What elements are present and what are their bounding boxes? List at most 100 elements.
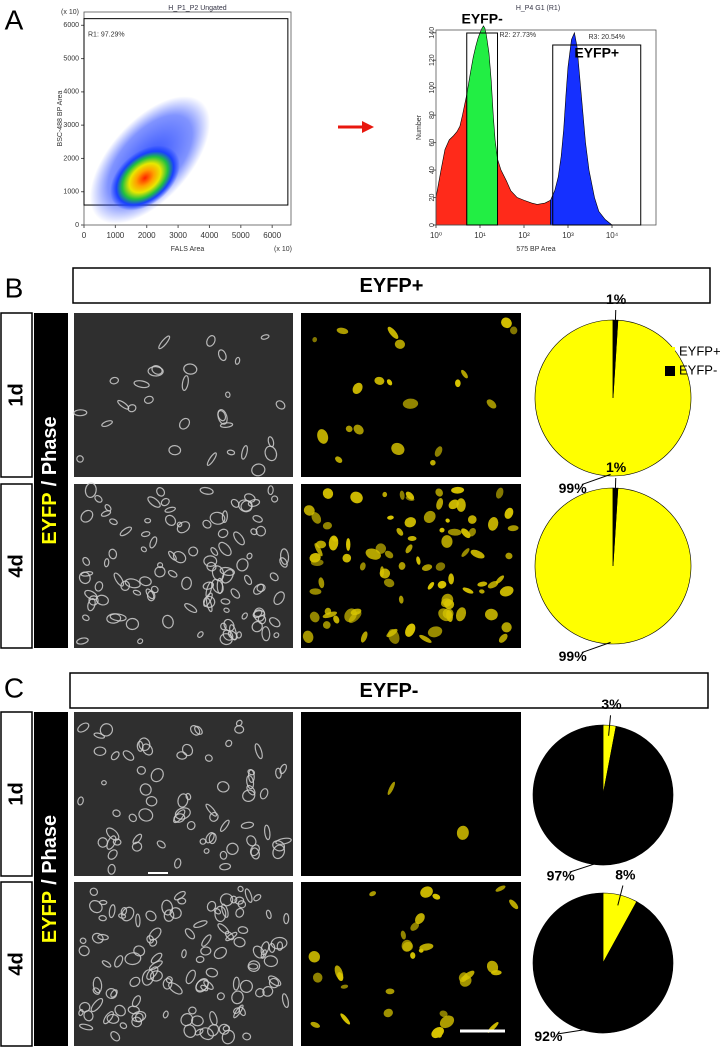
cell [219, 633, 233, 646]
cell [340, 984, 349, 989]
cell [98, 915, 107, 922]
cell [510, 326, 518, 335]
cell [263, 955, 279, 968]
cell [312, 972, 323, 983]
cell [383, 1008, 393, 1018]
stain-eyfp: EYFP [39, 492, 61, 544]
cell [188, 1006, 197, 1015]
cell [88, 595, 99, 606]
cell [206, 561, 217, 572]
cell [448, 573, 454, 585]
cell [234, 725, 245, 734]
cell [140, 546, 147, 553]
cell [203, 555, 218, 567]
cell [445, 518, 450, 523]
cell [131, 1010, 147, 1023]
section-header: EYFP+ [360, 275, 424, 297]
cell [150, 585, 159, 594]
cell [394, 339, 406, 349]
cell [78, 945, 90, 957]
cell [109, 518, 118, 526]
cell [185, 792, 192, 801]
cell [437, 580, 447, 589]
cell [164, 506, 176, 513]
cell [312, 337, 318, 343]
cell [242, 789, 256, 802]
cell [161, 899, 174, 916]
cell [250, 528, 258, 536]
cell [125, 617, 140, 631]
pie-slice [532, 724, 674, 866]
fluorescence-image [301, 313, 521, 477]
cell [202, 519, 212, 529]
x-axis-label: 575 BP Area [516, 246, 555, 253]
cell [268, 975, 282, 987]
cell [217, 408, 228, 425]
cell [504, 507, 514, 519]
label-leader [581, 473, 611, 486]
cell [108, 548, 118, 560]
cell [141, 743, 154, 756]
cell [114, 1004, 126, 1017]
cell [136, 766, 147, 775]
cell [206, 452, 217, 467]
cell [168, 445, 182, 456]
cell [499, 586, 514, 597]
cell [112, 809, 121, 818]
cell [427, 626, 443, 638]
cell [105, 988, 118, 1000]
cell [103, 558, 110, 568]
chart-title: H_P4 G1 (R1) [516, 5, 560, 12]
cell [181, 743, 194, 757]
cell [178, 417, 191, 430]
cell [275, 767, 282, 779]
cell [302, 630, 314, 644]
legend-entry: EYFP+ [679, 343, 721, 358]
cell [132, 589, 142, 596]
cell [507, 525, 519, 532]
cell [461, 548, 470, 557]
pie-value-label: 1% [606, 459, 627, 475]
cell [177, 793, 189, 808]
cell [139, 783, 152, 796]
cell [107, 863, 116, 875]
cell [350, 491, 363, 504]
cell [360, 631, 368, 643]
cell [149, 536, 158, 549]
cell [268, 977, 280, 989]
cell [205, 803, 218, 817]
gate-stat: R2: 27.73% [500, 32, 537, 39]
label-leader [569, 862, 597, 873]
histogram-area [466, 25, 498, 226]
cell [279, 557, 288, 568]
cell [120, 906, 128, 916]
panel-label: B [5, 272, 24, 303]
cell [93, 746, 107, 757]
cell [188, 546, 199, 557]
cell [337, 972, 344, 982]
cell [387, 326, 399, 339]
cell [147, 496, 161, 508]
cell [89, 887, 99, 896]
y-tick-label: 100 [429, 82, 436, 94]
cell [467, 515, 477, 524]
cell [448, 499, 459, 510]
cell [410, 922, 420, 931]
cell [385, 988, 395, 995]
cell [226, 449, 236, 456]
cell [95, 594, 109, 606]
cell [135, 913, 141, 928]
cell [164, 514, 177, 526]
cell [501, 317, 512, 329]
cell [209, 811, 219, 822]
cell [386, 379, 393, 386]
cell [253, 583, 265, 595]
row-label: 1d [5, 782, 27, 805]
cell [167, 569, 178, 578]
cell [109, 376, 120, 385]
label-leader [608, 715, 612, 736]
y-tick-label: 3000 [63, 122, 79, 129]
cell [113, 572, 125, 587]
x-tick-label: 10³ [562, 231, 574, 240]
